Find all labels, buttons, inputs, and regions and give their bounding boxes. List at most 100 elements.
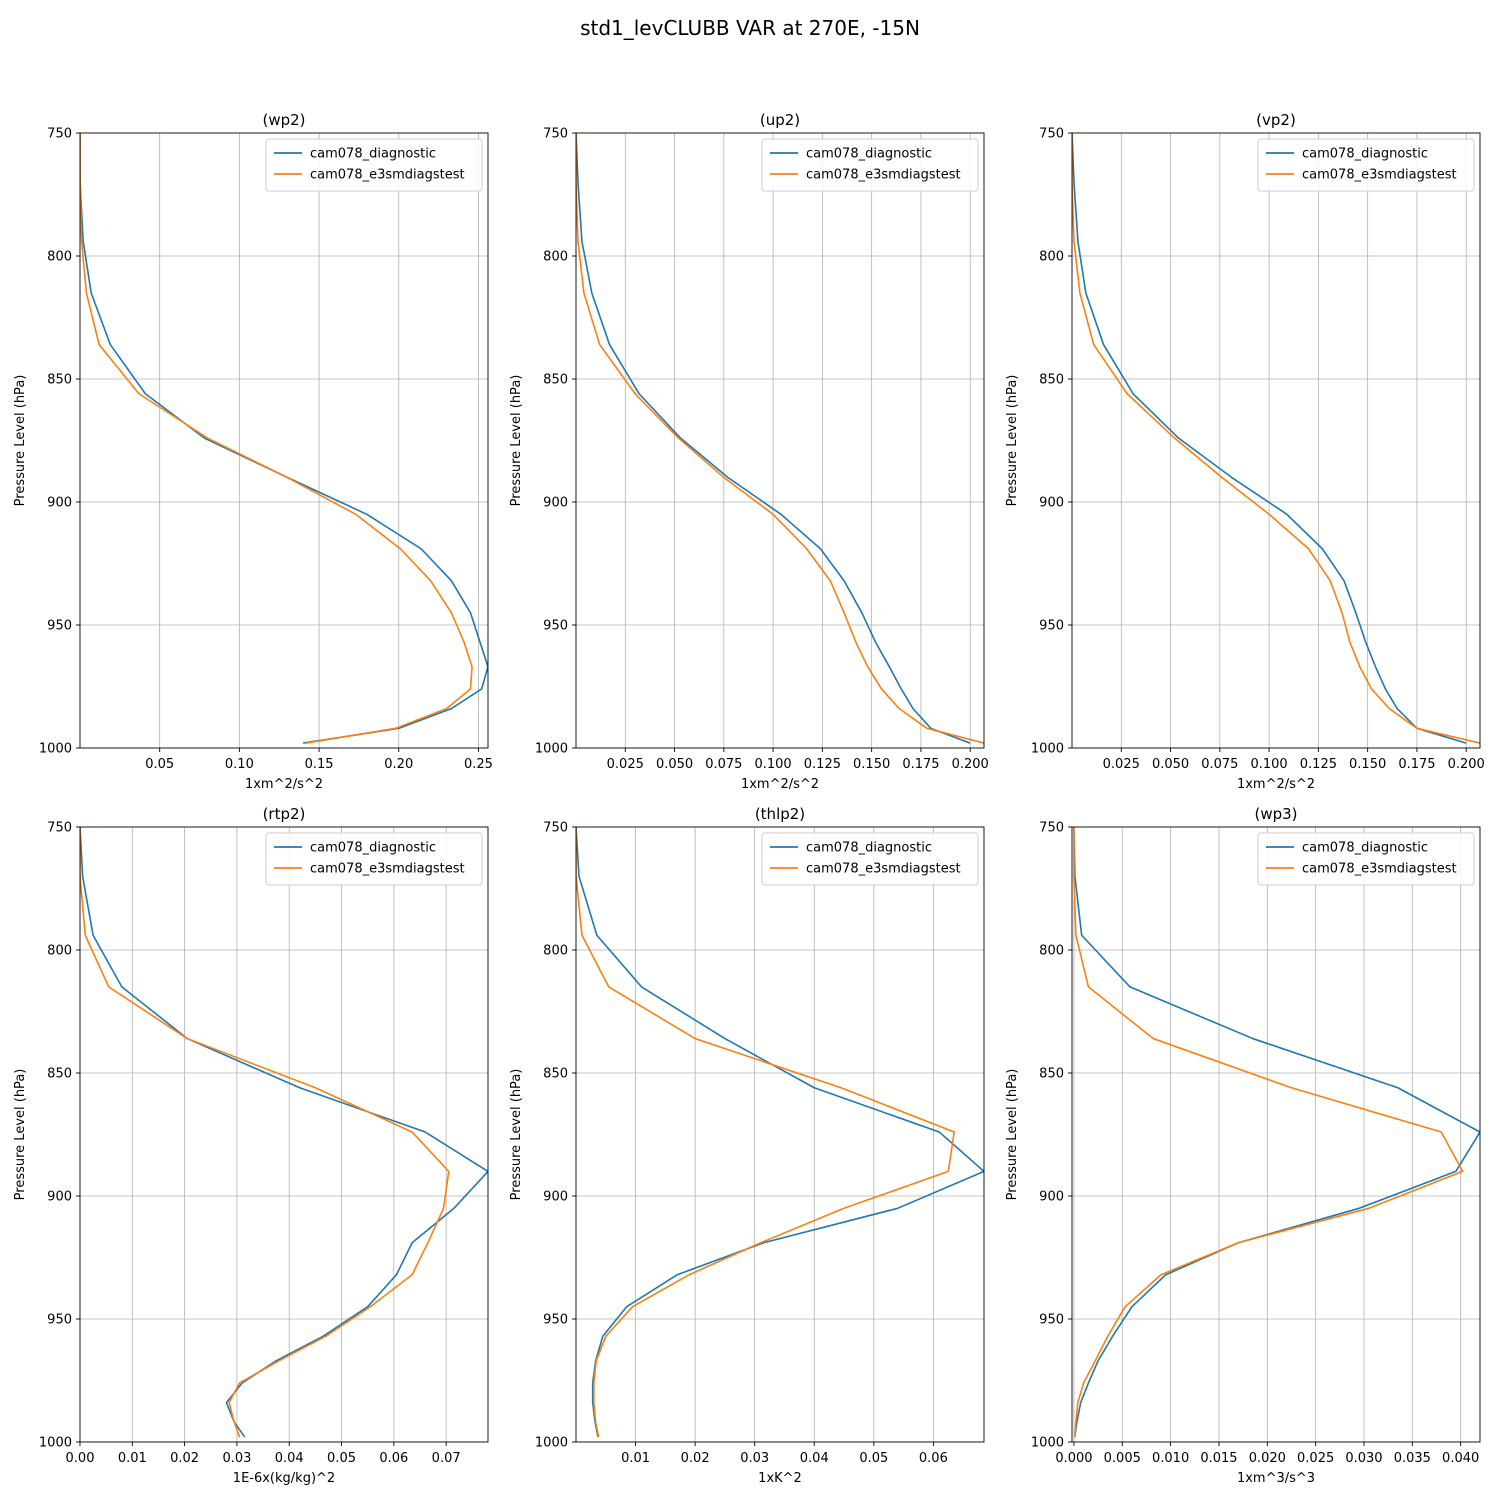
x-tick-label: 0.200 [1448, 757, 1485, 772]
series-line-cam078_diagnostic [576, 133, 971, 744]
x-axis-label: 1xm^2/s^2 [245, 777, 323, 792]
x-tick-label: 0.03 [222, 1451, 251, 1466]
y-tick-label: 900 [1039, 496, 1064, 511]
x-tick-label: 0.040 [1442, 1451, 1479, 1466]
y-tick-label: 950 [543, 1313, 568, 1328]
subplot-title: (vp2) [1256, 111, 1296, 129]
x-tick-label: 0.04 [275, 1451, 304, 1466]
legend: cam078_diagnostic cam078_e3smdiagstest [265, 138, 483, 192]
x-tick-label: 0.005 [1104, 1451, 1141, 1466]
x-tick-label: 0.02 [170, 1451, 199, 1466]
y-tick-label: 750 [47, 127, 72, 142]
y-tick-label: 750 [47, 821, 72, 836]
legend-entry: cam078_e3smdiagstest [806, 168, 961, 183]
legend-entry: cam078_e3smdiagstest [1302, 168, 1457, 183]
legend-box [265, 832, 483, 886]
y-tick-label: 800 [1039, 250, 1064, 265]
x-tick-label: 0.03 [740, 1451, 769, 1466]
x-tick-label: 0.100 [754, 757, 791, 772]
y-tick-label: 950 [47, 1313, 72, 1328]
y-tick-label: 1000 [39, 1436, 72, 1451]
y-tick-label: 900 [543, 496, 568, 511]
subplot-title: (wp2) [262, 111, 305, 129]
y-axis-label: Pressure Level (hPa) [13, 375, 28, 507]
axes-frame [1071, 132, 1481, 749]
y-tick-label: 1000 [1031, 742, 1064, 757]
x-tick-label: 0.10 [225, 757, 254, 772]
x-tick-label: 0.010 [1152, 1451, 1189, 1466]
x-tick-label: 0.175 [1398, 757, 1435, 772]
axes-frame [79, 132, 489, 749]
x-tick-label: 0.20 [384, 757, 413, 772]
legend-entry: cam078_e3smdiagstest [1302, 862, 1457, 877]
y-tick-label: 1000 [39, 742, 72, 757]
legend-entry: cam078_diagnostic [1302, 841, 1428, 856]
axes-frame [575, 132, 985, 749]
x-tick-label: 0.150 [853, 757, 890, 772]
y-tick-label: 950 [1039, 619, 1064, 634]
subplot-title: (wp3) [1254, 805, 1297, 823]
x-tick-label: 0.07 [432, 1451, 461, 1466]
y-axis-label: Pressure Level (hPa) [509, 1069, 524, 1201]
x-tick-label: 0.025 [1103, 757, 1140, 772]
y-axis-label: Pressure Level (hPa) [1005, 1069, 1020, 1201]
y-tick-label: 850 [543, 1067, 568, 1082]
series-line-cam078_diagnostic [576, 827, 984, 1438]
x-tick-label: 0.125 [804, 757, 841, 772]
y-tick-label: 850 [1039, 1067, 1064, 1082]
series-line-cam078_e3smdiagstest [80, 133, 473, 744]
y-tick-label: 900 [47, 1190, 72, 1205]
x-tick-label: 0.06 [919, 1451, 948, 1466]
x-axis-label: 1xm^2/s^2 [1237, 777, 1315, 792]
y-tick-label: 950 [543, 619, 568, 634]
legend-box [761, 832, 979, 886]
legend: cam078_diagnostic cam078_e3smdiagstest [1257, 138, 1475, 192]
legend: cam078_diagnostic cam078_e3smdiagstest [1257, 832, 1475, 886]
x-axis-label: 1xK^2 [758, 1471, 802, 1486]
y-tick-label: 750 [1039, 127, 1064, 142]
y-tick-label: 1000 [535, 742, 568, 757]
x-tick-label: 0.150 [1349, 757, 1386, 772]
series-line-cam078_e3smdiagstest [1073, 827, 1464, 1438]
x-tick-label: 0.01 [118, 1451, 147, 1466]
legend-box [1257, 832, 1475, 886]
legend-box [265, 138, 483, 192]
y-tick-label: 950 [47, 619, 72, 634]
legend-entry: cam078_diagnostic [310, 147, 436, 162]
x-tick-label: 0.075 [705, 757, 742, 772]
series-line-cam078_diagnostic [1072, 133, 1467, 744]
x-tick-label: 0.100 [1250, 757, 1287, 772]
x-axis-label: 1xm^2/s^2 [741, 777, 819, 792]
y-tick-label: 800 [47, 944, 72, 959]
legend-entry: cam078_e3smdiagstest [310, 862, 465, 877]
subplot-title: (up2) [760, 111, 800, 129]
figure-title: std1_levCLUBB VAR at 270E, -15N [580, 16, 920, 40]
x-tick-label: 0.050 [656, 757, 693, 772]
legend-entry: cam078_diagnostic [1302, 147, 1428, 162]
subplot-title: (rtp2) [263, 805, 306, 823]
x-tick-label: 0.015 [1200, 1451, 1237, 1466]
x-tick-label: 0.01 [621, 1451, 650, 1466]
series-line-cam078_diagnostic [1073, 827, 1480, 1438]
y-tick-label: 750 [543, 821, 568, 836]
x-tick-label: 0.15 [305, 757, 334, 772]
subplot-2: 0.025 0.050 0.075 0.100 0.125 0.150 0.175 0.200… [509, 111, 989, 792]
series-line-cam078_e3smdiagstest [576, 827, 956, 1438]
x-tick-label: 0.025 [1297, 1451, 1334, 1466]
legend-entry: cam078_diagnostic [806, 147, 932, 162]
y-tick-label: 800 [543, 944, 568, 959]
axes-frame [575, 826, 985, 1443]
series-line-cam078_diagnostic [80, 827, 488, 1438]
series-line-cam078_e3smdiagstest [1072, 133, 1480, 744]
y-tick-label: 800 [1039, 944, 1064, 959]
x-tick-label: 0.25 [464, 757, 493, 772]
y-tick-label: 850 [47, 1067, 72, 1082]
x-tick-label: 0.05 [859, 1451, 888, 1466]
x-tick-label: 0.035 [1394, 1451, 1431, 1466]
y-tick-label: 1000 [1031, 1436, 1064, 1451]
axes-frame [79, 826, 489, 1443]
y-tick-label: 800 [47, 250, 72, 265]
x-axis-label: 1xm^3/s^3 [1237, 1471, 1315, 1486]
x-tick-label: 0.06 [379, 1451, 408, 1466]
